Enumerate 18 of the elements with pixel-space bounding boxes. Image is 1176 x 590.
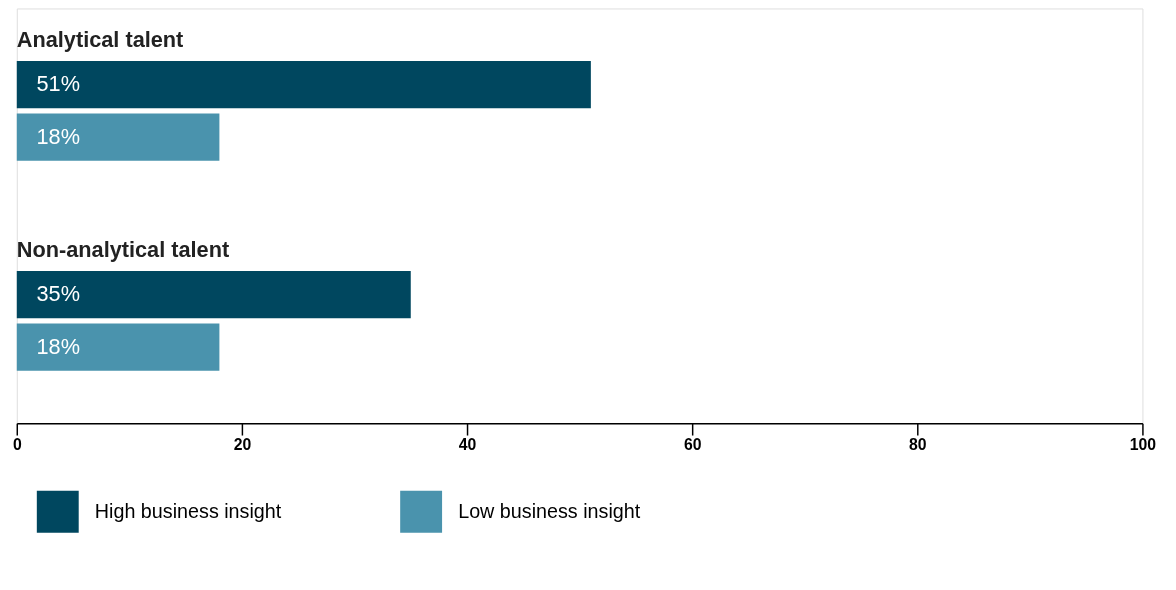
y-tick-label: Non-analytical talent <box>16 236 230 262</box>
x-tick-label: 20 <box>233 436 252 454</box>
data-label: 18% <box>36 333 81 359</box>
legend-label: High business insight <box>94 499 282 522</box>
x-tick-label: 0 <box>12 436 22 454</box>
data-label: 35% <box>36 281 81 307</box>
data-label: 18% <box>36 123 81 149</box>
bar <box>16 60 591 109</box>
x-tick-label: 80 <box>909 436 927 454</box>
bar <box>16 113 220 161</box>
x-tick-label: 40 <box>458 436 477 454</box>
x-tick-label: 60 <box>683 436 702 454</box>
bar <box>16 323 220 371</box>
data-label: 51% <box>36 71 81 97</box>
legend-label: Low business insight <box>458 499 641 522</box>
bar <box>16 270 411 319</box>
x-tick-label: 100 <box>1129 436 1157 454</box>
y-tick-label: Analytical talent <box>16 26 184 52</box>
